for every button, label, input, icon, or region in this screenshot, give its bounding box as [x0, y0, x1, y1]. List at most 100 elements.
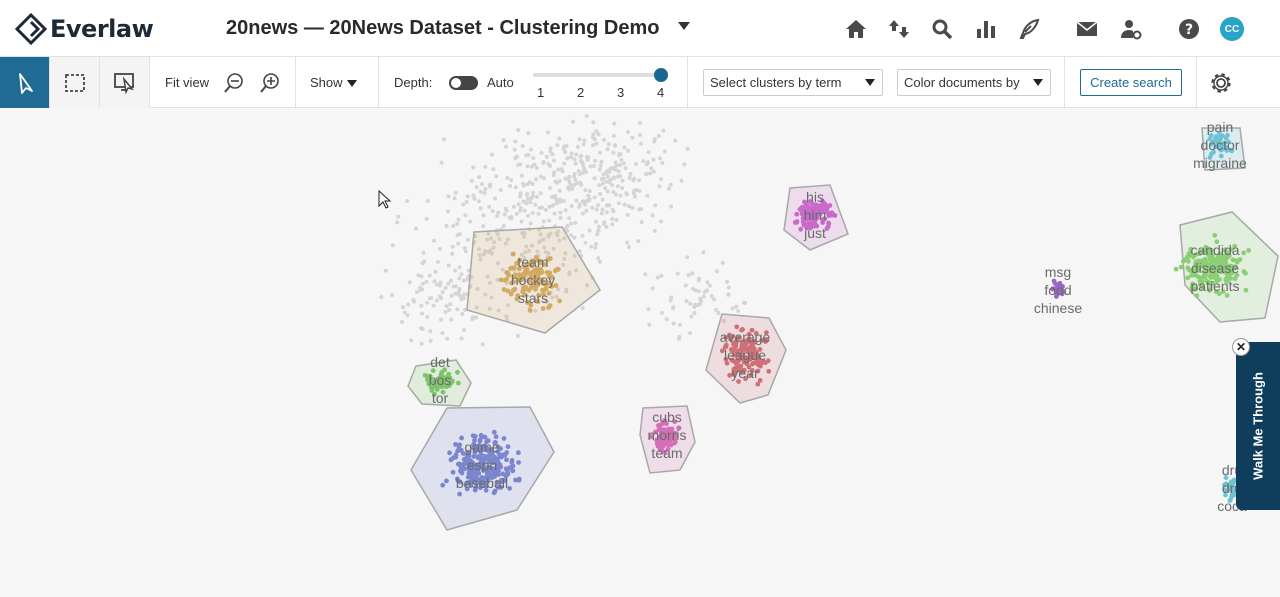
document-point[interactable] [563, 208, 568, 213]
cluster-document-point[interactable] [488, 447, 494, 452]
document-point[interactable] [675, 271, 680, 276]
document-point[interactable] [478, 189, 483, 194]
document-point[interactable] [461, 278, 466, 283]
document-point[interactable] [566, 185, 571, 190]
cluster-document-point[interactable] [491, 429, 497, 435]
cluster-document-point[interactable] [459, 435, 464, 441]
document-point[interactable] [587, 189, 592, 194]
cluster-document-point[interactable] [461, 457, 467, 462]
document-point[interactable] [471, 165, 476, 170]
document-point[interactable] [563, 226, 568, 231]
cluster-document-point[interactable] [533, 254, 539, 260]
cluster-document-point[interactable] [522, 264, 528, 270]
cluster-document-point[interactable] [483, 487, 489, 493]
cluster-document-point[interactable] [1185, 275, 1191, 281]
cluster-document-point[interactable] [439, 384, 445, 390]
document-point[interactable] [538, 232, 543, 237]
cluster-document-point[interactable] [749, 341, 755, 347]
cluster-document-point[interactable] [1210, 280, 1216, 286]
document-point[interactable] [407, 280, 412, 285]
document-point[interactable] [453, 268, 458, 273]
cluster-document-point[interactable] [504, 277, 509, 282]
document-point[interactable] [625, 130, 630, 135]
cluster-document-point[interactable] [1234, 272, 1240, 278]
cluster-document-point[interactable] [471, 441, 477, 447]
document-point[interactable] [533, 202, 538, 207]
cluster-document-point[interactable] [517, 278, 523, 283]
document-point[interactable] [609, 165, 614, 170]
document-point[interactable] [480, 182, 485, 187]
document-point[interactable] [668, 182, 673, 187]
cluster-document-point[interactable] [430, 368, 436, 374]
cluster-document-point[interactable] [724, 360, 730, 366]
cluster-document-point[interactable] [656, 422, 662, 428]
document-point[interactable] [508, 183, 513, 188]
document-point[interactable] [726, 285, 731, 290]
document-point[interactable] [542, 245, 547, 250]
document-point[interactable] [405, 199, 410, 204]
cluster-document-point[interactable] [474, 481, 479, 487]
document-point[interactable] [553, 196, 558, 201]
cluster-document-point[interactable] [1209, 141, 1214, 147]
cluster-document-point[interactable] [469, 478, 475, 484]
depth-slider-thumb[interactable] [654, 68, 668, 82]
cluster-document-point[interactable] [1221, 482, 1227, 488]
cluster-document-point[interactable] [515, 450, 521, 456]
cluster-document-point[interactable] [524, 300, 530, 305]
document-point[interactable] [538, 191, 543, 196]
cluster-document-point[interactable] [657, 447, 663, 453]
document-point[interactable] [434, 282, 439, 287]
cluster-document-point[interactable] [450, 378, 455, 384]
cluster-document-point[interactable] [1223, 492, 1228, 498]
cluster-document-point[interactable] [457, 491, 462, 497]
document-point[interactable] [574, 152, 579, 157]
document-point[interactable] [390, 292, 395, 297]
document-point[interactable] [483, 249, 488, 254]
document-point[interactable] [428, 338, 433, 343]
cluster-document-point[interactable] [740, 327, 745, 332]
cluster-document-point[interactable] [1246, 248, 1252, 253]
cluster-document-point[interactable] [1212, 232, 1218, 238]
cluster-document-point[interactable] [543, 286, 549, 292]
cluster-document-point[interactable] [798, 226, 804, 232]
cluster-document-point[interactable] [1189, 284, 1195, 290]
document-point[interactable] [530, 182, 535, 187]
cluster-document-point[interactable] [736, 379, 741, 384]
cluster-canvas[interactable]: team hockey stars his him just average league ye… [0, 108, 1280, 597]
cluster-document-point[interactable] [555, 266, 561, 272]
cluster-document-point[interactable] [739, 369, 744, 375]
cluster-document-point[interactable] [1217, 277, 1223, 282]
document-point[interactable] [513, 139, 518, 144]
document-point[interactable] [524, 244, 529, 249]
document-point[interactable] [530, 210, 535, 215]
screen-select-tool-button[interactable] [100, 57, 150, 108]
cluster-document-point[interactable] [810, 209, 815, 215]
cluster-document-point[interactable] [442, 367, 448, 373]
document-point[interactable] [531, 156, 536, 161]
cluster-document-point[interactable] [757, 378, 763, 383]
cluster-document-point[interactable] [755, 362, 761, 368]
document-point[interactable] [522, 255, 527, 260]
cluster-document-point[interactable] [440, 482, 446, 488]
document-point[interactable] [491, 167, 496, 172]
document-point[interactable] [413, 226, 418, 231]
document-point[interactable] [682, 162, 687, 167]
cluster-document-point[interactable] [1218, 153, 1224, 159]
document-point[interactable] [671, 306, 676, 311]
cluster-document-point[interactable] [753, 330, 759, 336]
cluster-document-point[interactable] [527, 308, 533, 313]
mail-icon[interactable] [1073, 15, 1101, 43]
cluster-document-point[interactable] [476, 443, 482, 448]
cluster-document-point[interactable] [810, 217, 816, 223]
cluster-document-point[interactable] [748, 372, 754, 378]
document-point[interactable] [526, 197, 531, 202]
document-point[interactable] [639, 220, 644, 225]
cluster-document-point[interactable] [746, 336, 752, 342]
document-point[interactable] [448, 302, 453, 307]
cluster-document-point[interactable] [498, 277, 504, 283]
cluster-document-point[interactable] [665, 446, 671, 452]
cluster-document-point[interactable] [507, 485, 513, 491]
cluster-document-point[interactable] [528, 302, 534, 308]
document-point[interactable] [572, 253, 577, 258]
document-point[interactable] [491, 245, 496, 250]
